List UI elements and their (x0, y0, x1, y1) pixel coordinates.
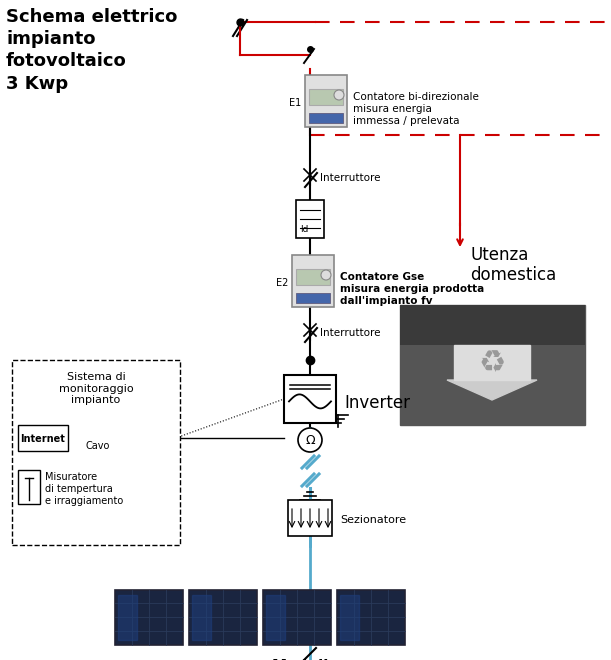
FancyBboxPatch shape (296, 269, 330, 285)
Polygon shape (447, 380, 537, 400)
FancyBboxPatch shape (263, 590, 331, 645)
Circle shape (334, 90, 344, 100)
Text: E1: E1 (289, 98, 301, 108)
Text: Contatore bi-direzionale
misura energia
immessa / prelevata: Contatore bi-direzionale misura energia … (353, 92, 479, 125)
Polygon shape (266, 595, 285, 640)
Circle shape (321, 270, 331, 280)
Polygon shape (454, 345, 530, 380)
Text: Inverter: Inverter (344, 394, 410, 412)
Text: Interruttore: Interruttore (320, 173, 381, 183)
FancyBboxPatch shape (309, 89, 343, 105)
Text: Contatore Gse
misura energia prodotta
dall'impianto fv: Contatore Gse misura energia prodotta da… (340, 273, 485, 306)
Text: Misuratore
di tempertura
e irraggiamento: Misuratore di tempertura e irraggiamento (45, 473, 123, 506)
Circle shape (298, 428, 322, 452)
FancyBboxPatch shape (309, 113, 343, 123)
FancyBboxPatch shape (296, 200, 324, 238)
Text: Moduli
fotovoltaici: Moduli fotovoltaici (251, 659, 349, 660)
Polygon shape (340, 595, 359, 640)
Text: Sistema di
monitoraggio
impianto: Sistema di monitoraggio impianto (59, 372, 133, 405)
FancyBboxPatch shape (337, 590, 405, 645)
FancyBboxPatch shape (12, 360, 180, 545)
FancyBboxPatch shape (115, 590, 183, 645)
Polygon shape (192, 595, 211, 640)
Text: E2: E2 (276, 278, 288, 288)
FancyBboxPatch shape (18, 425, 68, 451)
Text: Sezionatore: Sezionatore (340, 515, 406, 525)
Text: Internet: Internet (21, 434, 65, 444)
Text: Utenza
domestica: Utenza domestica (470, 246, 556, 284)
FancyBboxPatch shape (296, 293, 330, 303)
FancyBboxPatch shape (400, 305, 585, 425)
FancyBboxPatch shape (288, 500, 332, 536)
FancyBboxPatch shape (284, 375, 336, 423)
Text: Cavo: Cavo (86, 441, 111, 451)
Polygon shape (118, 595, 137, 640)
Text: Id: Id (300, 226, 309, 234)
Text: Schema elettrico
impianto
fotovoltaico
3 Kwp: Schema elettrico impianto fotovoltaico 3… (6, 8, 177, 92)
FancyBboxPatch shape (305, 75, 347, 127)
FancyBboxPatch shape (292, 255, 334, 307)
Text: ♻: ♻ (478, 348, 506, 378)
Text: Ω: Ω (305, 434, 315, 447)
FancyBboxPatch shape (189, 590, 257, 645)
FancyBboxPatch shape (18, 470, 40, 504)
FancyBboxPatch shape (400, 305, 585, 345)
Text: Interruttore: Interruttore (320, 328, 381, 338)
